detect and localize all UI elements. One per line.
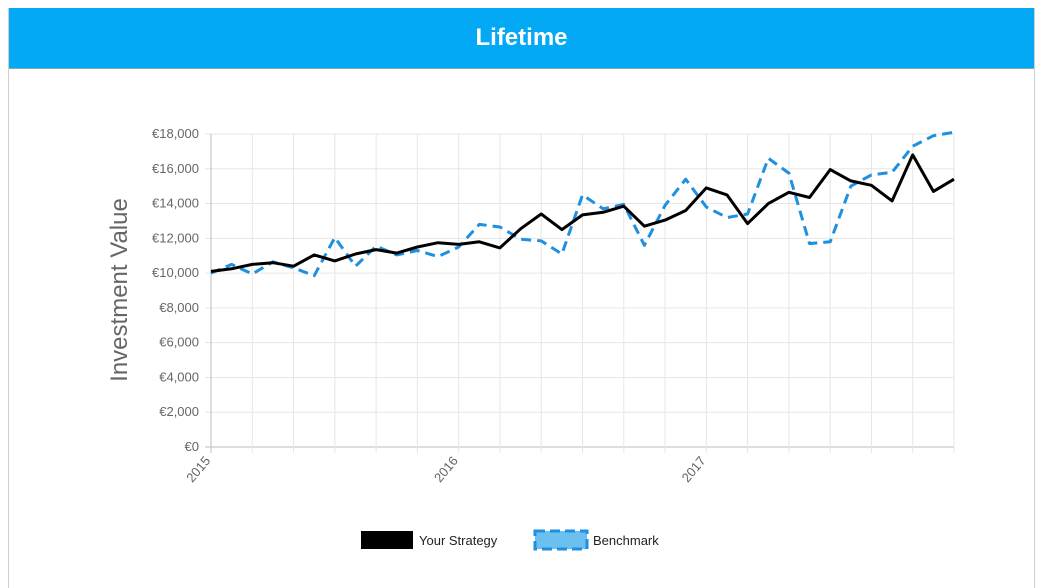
y-tick-label: €14,000 <box>152 196 199 211</box>
chart-legend[interactable]: Your Strategy Benchmark <box>361 529 659 551</box>
y-tick-label: €12,000 <box>152 230 199 245</box>
card-header: Lifetime <box>9 8 1034 69</box>
y-tick-label: €0 <box>185 439 199 454</box>
y-tick-label: €18,000 <box>152 126 199 141</box>
legend-item-benchmark[interactable]: Benchmark <box>533 529 659 551</box>
legend-label: Benchmark <box>593 533 659 548</box>
x-tick-label: 2015 <box>183 453 213 485</box>
legend-item-your-strategy[interactable]: Your Strategy <box>361 531 498 549</box>
series-line-benchmark <box>210 130 955 278</box>
chart-card: Lifetime <box>8 8 1035 588</box>
y-tick-label: €6,000 <box>159 335 199 350</box>
legend-label: Your Strategy <box>419 533 498 548</box>
card-title: Lifetime <box>475 24 568 51</box>
y-tick-label: €10,000 <box>152 265 199 280</box>
y-tick-label: €4,000 <box>159 369 199 384</box>
y-tick-label: €8,000 <box>159 300 199 315</box>
series-line-your-strategy <box>210 153 955 273</box>
x-tick-label: 2017 <box>679 453 709 485</box>
legend-swatch <box>361 531 413 549</box>
chart-lines <box>210 130 955 278</box>
y-tick-label: €16,000 <box>152 161 199 176</box>
x-tick-label: 2016 <box>431 453 461 485</box>
x-axis-ticks: 2015 2016 2017 <box>183 453 708 485</box>
y-axis-title: Investment Value <box>106 198 133 382</box>
chart-grid <box>205 133 955 453</box>
y-tick-label: €2,000 <box>159 404 199 419</box>
legend-swatch <box>533 529 589 551</box>
y-axis-ticks: €18,000 €16,000 €14,000 €12,000 €10,000 €8,00… <box>152 126 199 454</box>
